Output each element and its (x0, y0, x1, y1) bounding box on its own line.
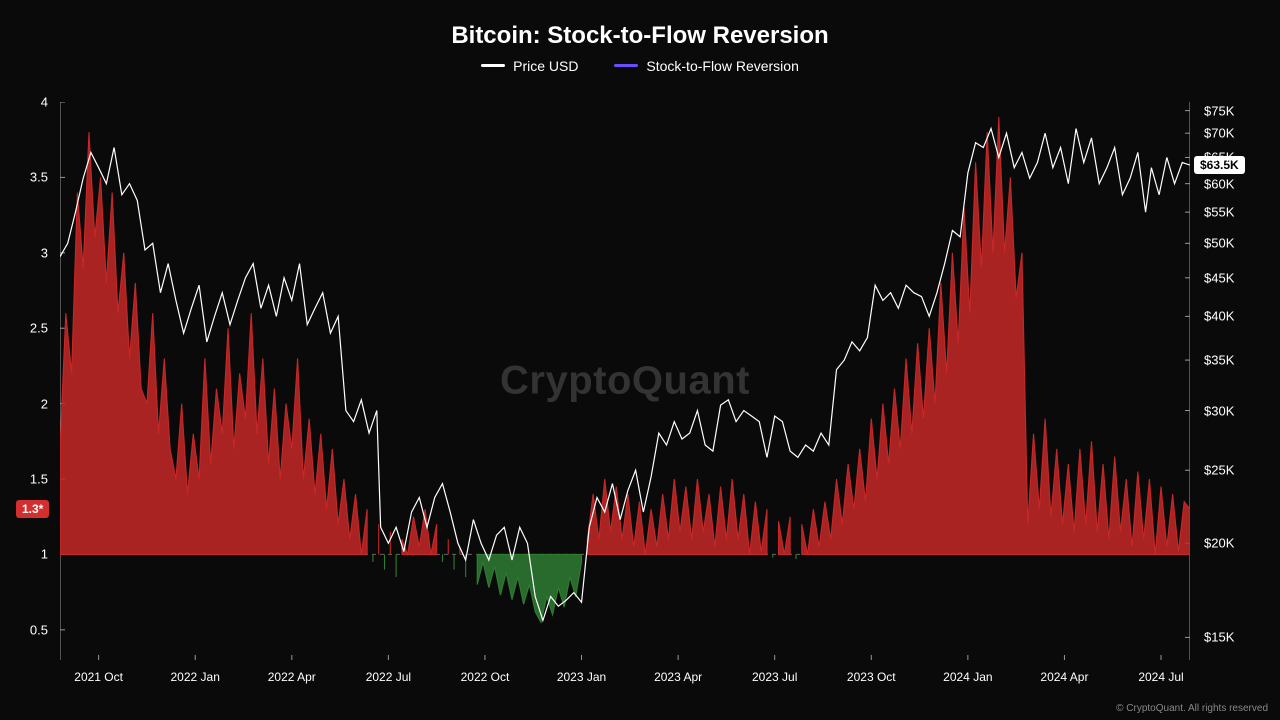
y-left-tick: 3.5 (30, 170, 48, 185)
y-right-tick: $50K (1204, 236, 1234, 251)
y-right-tick: $75K (1204, 103, 1234, 118)
y-left-tick: 2 (41, 396, 48, 411)
x-tick: 2023 Jan (557, 670, 606, 684)
y-right-tick: $30K (1204, 403, 1234, 418)
y-right-tick: $55K (1204, 205, 1234, 220)
plot-area[interactable]: CryptoQuant 1.3* $63.5K (60, 102, 1190, 660)
y-axis-right: $15K $20K $25K $30K $35K $40K $45K $50K $55K $60K… (1196, 102, 1276, 660)
y-right-tick: $20K (1204, 536, 1234, 551)
y-left-tick: 2.5 (30, 321, 48, 336)
y-right-tick: $35K (1204, 353, 1234, 368)
x-tick: 2024 Jul (1138, 670, 1183, 684)
y-right-tick: $45K (1204, 270, 1234, 285)
x-tick: 2021 Oct (74, 670, 123, 684)
y-right-tick: $15K (1204, 630, 1234, 645)
y-left-tick: 0.5 (30, 622, 48, 637)
legend: Price USD Stock-to-Flow Reversion (0, 54, 1280, 74)
legend-label-price: Price USD (513, 58, 578, 74)
x-tick: 2024 Jan (943, 670, 992, 684)
legend-swatch-s2f (614, 64, 638, 67)
legend-item-s2f: Stock-to-Flow Reversion (614, 58, 799, 74)
x-tick: 2022 Jul (366, 670, 411, 684)
x-tick: 2022 Jan (171, 670, 220, 684)
y-axis-left: 0.511.522.533.54 (0, 102, 56, 660)
x-tick: 2023 Jul (752, 670, 797, 684)
y-left-tick: 4 (41, 95, 48, 110)
x-tick: 2023 Apr (654, 670, 702, 684)
y-left-tick: 3 (41, 245, 48, 260)
y-right-tick: $60K (1204, 176, 1234, 191)
x-tick: 2024 Apr (1040, 670, 1088, 684)
y-right-tick: $70K (1204, 126, 1234, 141)
legend-label-s2f: Stock-to-Flow Reversion (646, 58, 799, 74)
x-tick: 2023 Oct (847, 670, 896, 684)
chart-title: Bitcoin: Stock-to-Flow Reversion (0, 22, 1280, 50)
y-left-tick: 1.5 (30, 472, 48, 487)
y-right-tick: $65K (1204, 150, 1234, 165)
credit-text: © CryptoQuant. All rights reserved (1116, 703, 1268, 714)
x-axis: 2021 Oct 2022 Jan 2022 Apr 2022 Jul 2022 Oct… (60, 664, 1190, 688)
chart-svg (60, 102, 1190, 660)
y-right-tick: $25K (1204, 463, 1234, 478)
x-tick: 2022 Oct (461, 670, 510, 684)
y-left-tick: 1 (41, 547, 48, 562)
y-right-tick: $40K (1204, 309, 1234, 324)
legend-item-price: Price USD (481, 58, 578, 74)
legend-swatch-price (481, 64, 505, 67)
x-tick: 2022 Apr (268, 670, 316, 684)
